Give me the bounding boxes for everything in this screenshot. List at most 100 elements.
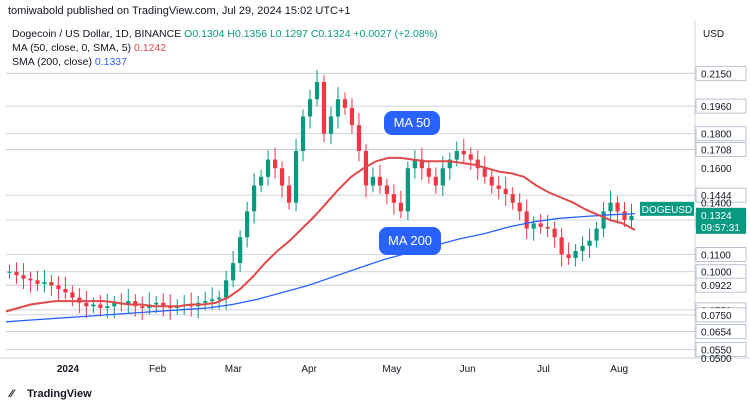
tradingview-logo-icon: ⁄⁄: [10, 388, 14, 400]
ma50-line: [5, 156, 636, 313]
current-price-value: 0.1324: [701, 211, 732, 222]
candle-body: [524, 211, 529, 229]
candle-body: [398, 202, 403, 212]
candle-body: [161, 302, 166, 307]
candle-body: [587, 240, 592, 246]
candle-body: [405, 168, 410, 212]
footer-brand: ⁄⁄ TradingView: [10, 388, 92, 400]
candle-body: [496, 185, 501, 189]
candle-body: [489, 176, 494, 186]
candle-body: [224, 280, 229, 298]
candle-body: [594, 228, 599, 241]
y-tick-label: 0.0654: [701, 327, 732, 338]
candle-body: [440, 168, 445, 186]
price-level-tag: [695, 98, 747, 114]
candle-body: [105, 306, 110, 308]
currency-label[interactable]: USD: [703, 29, 725, 40]
y-tick-label: 0.1708: [701, 146, 732, 157]
candle-body: [391, 194, 396, 203]
symbol-name[interactable]: Dogecoin / US Dollar, 1D, BINANCE: [12, 28, 182, 40]
candle-body: [279, 168, 285, 186]
candle-body: [503, 188, 508, 195]
candle-body: [622, 211, 627, 220]
candle-body: [91, 304, 96, 307]
footer-brand-label: TradingView: [27, 388, 92, 400]
candle-body: [328, 116, 334, 134]
x-tick-label: May: [382, 364, 401, 375]
candle-body: [63, 288, 68, 293]
legend-ma200-row[interactable]: SMA (200, close) 0.1337: [12, 55, 438, 69]
y-tick-label: 0.0922: [701, 281, 732, 292]
candle-body: [517, 202, 522, 212]
price-level-tag: [695, 277, 747, 293]
ma200-label: SMA (200, close): [12, 56, 92, 68]
candle-body: [245, 211, 250, 238]
y-tick-label: 0.1100: [701, 250, 731, 261]
x-tick-label: Feb: [149, 364, 167, 375]
price-level-tag: [695, 324, 747, 339]
y-tick-label: 0.1400: [701, 199, 732, 210]
candle-body: [419, 159, 424, 169]
candle-body: [14, 271, 19, 276]
candle-body: [559, 237, 564, 255]
candle-body: [342, 99, 348, 108]
price-level-tag: [695, 187, 747, 203]
candle-body: [433, 176, 438, 186]
candle-body: [252, 185, 257, 212]
candle-body: [203, 301, 208, 303]
ohlc-values: O0.1304 H0.1356 L0.1297 C0.1324 +0.0027 …: [184, 28, 438, 40]
candle-body: [510, 194, 515, 203]
candle-body: [293, 150, 299, 203]
symbol-tag-label: DOGEUSD: [642, 205, 693, 216]
candle-body: [531, 223, 536, 229]
candle-body: [384, 185, 389, 195]
candle-body: [126, 301, 131, 305]
candle-body: [231, 263, 236, 281]
y-tick-label: 0.1600: [701, 164, 732, 175]
candle-body: [265, 159, 271, 177]
candle-body: [21, 275, 26, 279]
candle-body: [482, 168, 487, 177]
candle-body: [210, 299, 215, 302]
y-tick-label: 0.1444: [701, 191, 732, 202]
x-tick-label: Mar: [225, 364, 243, 375]
x-tick-label: Apr: [301, 364, 317, 375]
candle-body: [28, 278, 33, 281]
ma200-value: 0.1337: [94, 56, 127, 68]
legend-symbol-row: Dogecoin / US Dollar, 1D, BINANCE O0.130…: [12, 27, 438, 41]
candle-body: [580, 245, 585, 252]
legend-ma50-row[interactable]: MA (50, close, 0, SMA, 5) 0.1242: [12, 41, 438, 55]
candle-body: [545, 226, 550, 229]
candle-body: [468, 154, 473, 160]
candle-body: [412, 159, 417, 169]
published-line: tomiwabold published on TradingView.com,…: [8, 5, 351, 17]
candle-body: [84, 302, 89, 307]
candle-body: [307, 99, 313, 117]
x-tick-label: 2024: [57, 364, 80, 375]
candle-body: [475, 159, 480, 169]
candle-body: [370, 176, 376, 186]
x-tick-label: Jul: [537, 364, 550, 375]
annotation-ma200-badge: [379, 227, 441, 255]
candle-body: [335, 99, 341, 117]
candle-body: [217, 297, 222, 300]
y-tick-label: 0.0550: [701, 345, 732, 356]
y-tick-label: 0.1800: [701, 130, 732, 141]
candle-body: [140, 306, 145, 308]
candle-body: [300, 116, 306, 151]
candle-body: [454, 150, 459, 160]
ma50-value: 0.1242: [133, 42, 167, 54]
x-tick-label: Jun: [460, 364, 476, 375]
candle-body: [7, 271, 12, 273]
y-tick-label: 0.1960: [701, 102, 732, 113]
price-level-tag: [695, 307, 747, 323]
candle-body: [35, 280, 40, 284]
candle-body: [615, 202, 620, 212]
current-price-tag: [696, 207, 746, 234]
y-tick-label: 0.0500: [701, 354, 732, 365]
candle-body: [629, 215, 634, 220]
candle-body: [42, 282, 47, 284]
price-level-tag: [695, 142, 747, 157]
candle-body: [566, 254, 571, 258]
